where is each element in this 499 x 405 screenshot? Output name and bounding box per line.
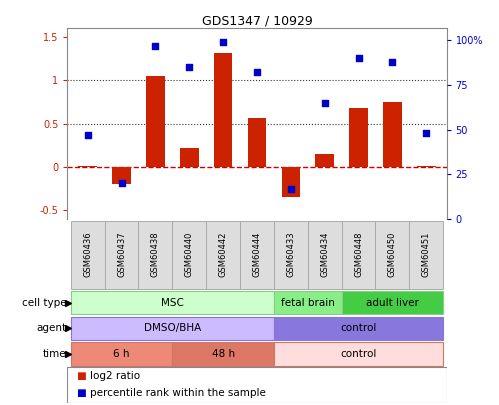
Text: GSM60451: GSM60451 <box>422 232 431 277</box>
Text: MSC: MSC <box>161 298 184 308</box>
Text: GSM60438: GSM60438 <box>151 232 160 277</box>
Bar <box>112 167 131 184</box>
Point <box>287 185 295 192</box>
Title: GDS1347 / 10929: GDS1347 / 10929 <box>202 14 312 27</box>
Text: GSM60433: GSM60433 <box>286 232 295 277</box>
Bar <box>105 220 139 288</box>
Bar <box>409 220 443 288</box>
Text: adult liver: adult liver <box>366 298 419 308</box>
Text: GSM60444: GSM60444 <box>252 232 261 277</box>
Text: DMSO/BHA: DMSO/BHA <box>144 323 201 333</box>
Bar <box>315 154 334 167</box>
Text: control: control <box>340 349 377 359</box>
Bar <box>274 317 443 340</box>
Bar <box>417 166 436 167</box>
Point <box>84 132 92 138</box>
Text: GSM60440: GSM60440 <box>185 232 194 277</box>
Bar <box>206 220 240 288</box>
Bar <box>214 53 233 167</box>
Point <box>253 69 261 76</box>
Bar <box>78 166 97 167</box>
Bar <box>71 342 172 365</box>
Bar <box>248 118 266 167</box>
Text: agent: agent <box>36 323 67 333</box>
Bar <box>383 102 402 167</box>
Point <box>388 58 396 65</box>
Bar <box>172 220 206 288</box>
Bar <box>71 220 105 288</box>
Text: control: control <box>340 323 377 333</box>
Text: GSM60436: GSM60436 <box>83 232 92 277</box>
Bar <box>375 220 409 288</box>
Bar <box>342 220 375 288</box>
Bar <box>281 167 300 197</box>
Bar <box>71 317 274 340</box>
Bar <box>349 108 368 167</box>
Bar <box>274 291 342 314</box>
Bar <box>308 220 342 288</box>
Text: GSM60434: GSM60434 <box>320 232 329 277</box>
Text: GSM60437: GSM60437 <box>117 232 126 277</box>
Text: ■: ■ <box>77 388 90 399</box>
Text: GSM60450: GSM60450 <box>388 232 397 277</box>
Text: time: time <box>43 349 67 359</box>
Point <box>355 55 363 62</box>
Text: ■: ■ <box>77 371 90 381</box>
Bar <box>172 342 274 365</box>
Bar <box>274 342 443 365</box>
Text: 6 h: 6 h <box>113 349 130 359</box>
Bar <box>139 220 172 288</box>
Text: GSM60448: GSM60448 <box>354 232 363 277</box>
Text: fetal brain: fetal brain <box>281 298 335 308</box>
Bar <box>146 76 165 167</box>
Text: percentile rank within the sample: percentile rank within the sample <box>90 388 265 399</box>
Bar <box>71 291 274 314</box>
Bar <box>274 220 308 288</box>
Bar <box>342 291 443 314</box>
Point <box>321 100 329 106</box>
Point <box>185 64 193 70</box>
Bar <box>180 148 199 167</box>
Point <box>151 43 159 49</box>
Text: GSM60442: GSM60442 <box>219 232 228 277</box>
Point <box>219 39 227 45</box>
Point <box>422 130 430 136</box>
Bar <box>240 220 274 288</box>
Text: cell type: cell type <box>22 298 67 308</box>
Text: log2 ratio: log2 ratio <box>90 371 140 381</box>
Text: 48 h: 48 h <box>212 349 235 359</box>
Point <box>118 180 126 187</box>
